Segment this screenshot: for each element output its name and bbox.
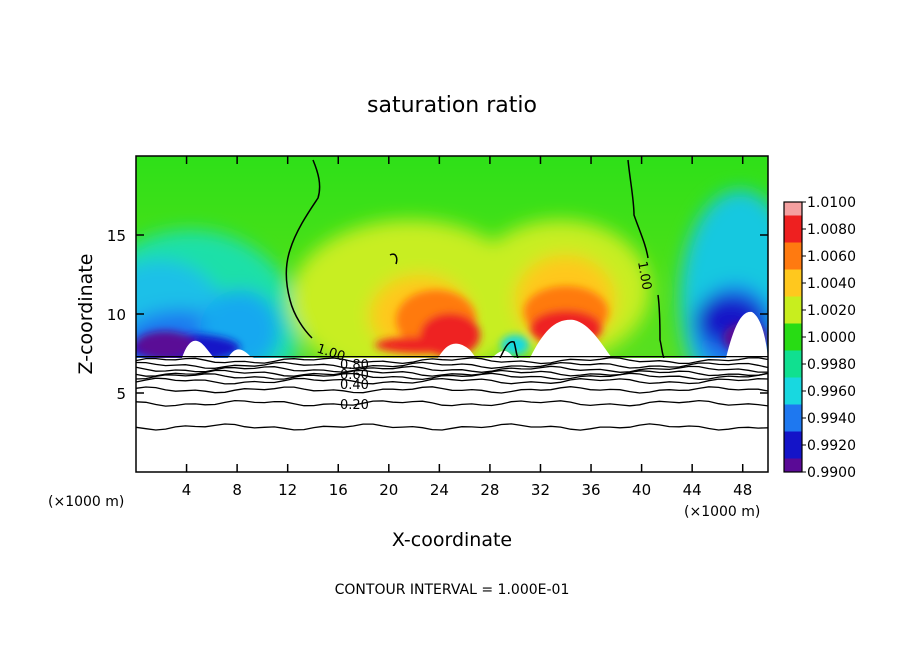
contour-label: 0.40 [340,378,369,393]
contour-label: 0.60 [340,368,369,383]
x-unit-label-right: (×1000 m) [684,504,760,520]
bl-contour-line [135,399,769,407]
y-axis-ticks: 5 10 15 [107,227,768,403]
x-axis-ticks: 4 8 12 16 20 24 28 32 36 40 44 48 [182,156,752,499]
colorbar-swatch [784,377,802,405]
x-tick-label: 28 [480,481,499,499]
colorbar-swatch [784,404,802,432]
bl-contour-line [135,357,769,365]
bl-contour-line [135,361,769,370]
colorbar-swatch [784,458,802,472]
colorbar-swatch [784,269,802,297]
x-tick-label: 16 [329,481,348,499]
x-tick-label: 36 [581,481,600,499]
y-tick-label: 10 [107,306,126,324]
colorbar-swatch [784,296,802,324]
x-tick-label: 20 [379,481,398,499]
contour-labels: 1.00 1.00 0.80 0.60 0.40 0.20 [315,260,654,413]
colorbar-level-label: 0.9920 [807,438,856,454]
boundary-layer-contours [135,356,769,431]
x-tick-label: 48 [733,481,752,499]
x-tick-label: 44 [683,481,702,499]
colorbar-level-label: 0.9980 [807,357,856,373]
colorbar-swatch [784,350,802,378]
colorbar-level-label: 0.9940 [807,411,856,427]
colorbar-level-label: 1.0000 [807,330,856,346]
contour-label: 0.80 [340,358,369,373]
bl-contour-line [135,423,769,431]
colorbar-level-label: 0.9960 [807,384,856,400]
bl-contour-line [135,377,769,385]
x-tick-label: 8 [232,481,242,499]
contour-label: 1.00 [634,260,654,291]
colorbar-swatch [784,323,802,351]
colorbar-swatch [784,431,802,459]
contour-label: 0.20 [340,398,369,413]
x-tick-label: 24 [430,481,449,499]
colorbar-swatch [784,242,802,270]
colorbar-swatch [784,215,802,243]
y-axis-label: Z-coordinate [75,254,97,375]
x-tick-label: 32 [531,481,550,499]
x-tick-label: 40 [632,481,651,499]
y-tick-label: 15 [107,227,126,245]
saturation-field [136,156,768,358]
y-tick-label: 5 [116,385,126,403]
colorbar-level-label: 0.9900 [807,465,856,481]
x-axis-label: X-coordinate [392,529,512,551]
x-unit-label-left: (×1000 m) [48,494,124,510]
contour-interval-footer: CONTOUR INTERVAL = 1.000E-01 [335,582,570,598]
colorbar-swatch [784,202,802,216]
colorbar-level-label: 1.0060 [807,249,856,265]
x-tick-label: 12 [278,481,297,499]
colorbar-level-label: 1.0040 [807,276,856,292]
x-tick-label: 4 [182,481,192,499]
colorbar-level-label: 1.0100 [807,195,856,211]
bl-contour-line [135,365,769,373]
chart-title: saturation ratio [367,93,537,118]
colorbar-level-label: 1.0080 [807,222,856,238]
bl-contour-line [135,386,769,394]
bl-contour-line [135,372,769,381]
bl-contour-line [135,369,769,377]
colorbar: 1.0100 1.0080 1.0060 1.0040 1.0020 1.0000 0.99… [783,195,856,481]
colorbar-level-label: 1.0020 [807,303,856,319]
